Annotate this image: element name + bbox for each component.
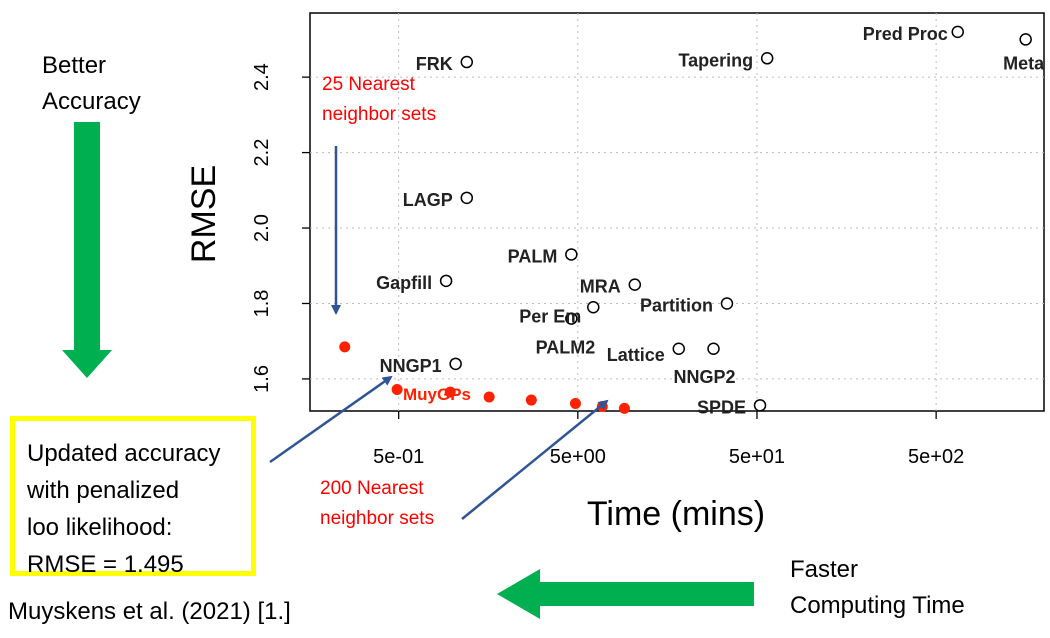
grid [310, 13, 1044, 411]
annotation-25-nn-line1: 25 Nearest [322, 74, 416, 95]
point-label: NNGP1 [380, 356, 442, 376]
y-tick-label: 2.2 [251, 139, 273, 167]
data-point [707, 342, 720, 356]
data-points: Pred Proc Meta Tapering FRK LAGP PALM Gapfill M… [339, 24, 1045, 417]
muygps-point [483, 391, 495, 403]
muygps-point [569, 397, 581, 409]
x-tick-label: 5e-01 [373, 446, 424, 468]
data-point [720, 297, 734, 310]
citation: Muyskens et al. (2021) [1.] [8, 598, 291, 625]
muygps-point [525, 394, 537, 406]
point-label: Partition [640, 295, 713, 315]
y-tick-label: 1.6 [251, 365, 273, 393]
point-label: SPDE [697, 397, 746, 417]
point-label: Lattice [607, 345, 665, 365]
x-tick-label: 5e+00 [550, 446, 606, 468]
data-point [565, 312, 578, 325]
data-point [628, 278, 642, 291]
point-label: Per Em [519, 307, 581, 327]
y-tick-label: 2.0 [251, 214, 273, 242]
annotation-200-nn-line2: neighbor sets [320, 508, 434, 529]
muygps-point [444, 386, 456, 398]
data-point [1019, 33, 1032, 46]
annotation-25-nn-line2: neighbor sets [322, 104, 436, 125]
plot-frame [309, 12, 1045, 412]
pointer-arrow-callout [269, 375, 393, 464]
callout-line: loo likelihood: [27, 514, 173, 541]
y-tick-label: 1.8 [251, 290, 273, 318]
data-point [565, 248, 578, 261]
data-point [760, 52, 774, 65]
annotation-200-nn-line1: 200 Nearest [320, 478, 424, 499]
muygps-label: MuyGPs [403, 385, 471, 404]
point-label: MRA [580, 277, 621, 297]
down-arrow-icon [62, 122, 112, 378]
faster-computing-label: Faster Computing Time [790, 556, 965, 619]
x-tick-label: 5e+01 [729, 446, 785, 468]
data-point [460, 55, 474, 69]
callout-line: with penalized [27, 477, 180, 504]
data-point [951, 25, 964, 39]
data-point [449, 357, 462, 371]
point-label: Gapfill [376, 273, 432, 293]
data-point [439, 274, 453, 288]
callout-line: RMSE = 1.495 [27, 551, 184, 578]
muygps-point [391, 383, 403, 395]
data-point [672, 342, 686, 356]
point-label: Meta [1003, 53, 1045, 73]
muygps-point [339, 341, 351, 353]
x-tick-label: 5e+02 [908, 446, 964, 468]
axes: 5e-01 5e+00 5e+01 5e+02 1.6 1.8 2.0 2.2 2.4 [251, 63, 964, 468]
point-label: Tapering [678, 50, 753, 70]
data-point [587, 301, 600, 314]
data-point [460, 191, 474, 205]
left-arrow-icon [497, 569, 754, 619]
point-label: LAGP [403, 190, 453, 210]
muygps-point [618, 402, 630, 414]
y-axis-title: RMSE [185, 165, 223, 263]
pointer-arrow-200nn [461, 399, 609, 520]
point-label: FRK [416, 54, 453, 74]
point-label: PALM2 [536, 337, 596, 357]
point-label: PALM [508, 246, 558, 266]
point-label: Pred Proc [863, 24, 948, 44]
point-label: NNGP2 [674, 367, 736, 387]
better-accuracy-label: Better Accuracy [42, 52, 141, 115]
data-point [753, 399, 767, 412]
callout-line: Updated accuracy [27, 440, 221, 467]
y-tick-label: 2.4 [251, 63, 273, 91]
x-axis-title: Time (mins) [587, 495, 765, 533]
updated-accuracy-callout: Updated accuracy with penalized loo like… [10, 416, 256, 578]
